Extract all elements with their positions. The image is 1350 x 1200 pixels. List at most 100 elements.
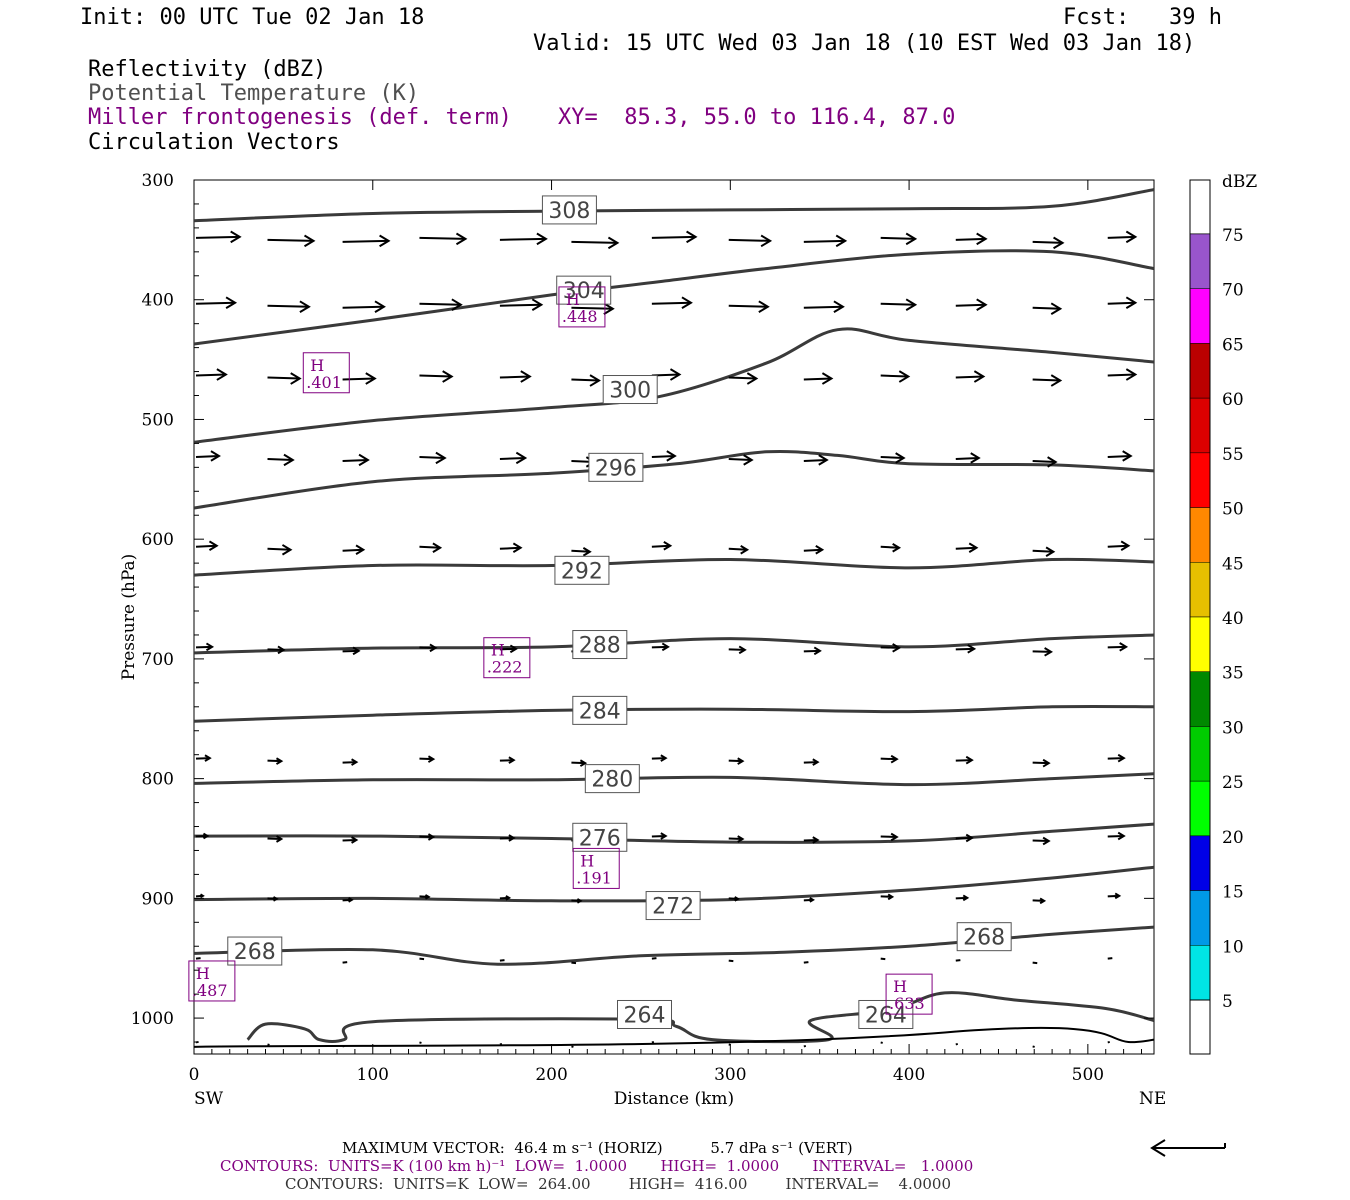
colorbar-segment bbox=[1189, 780, 1211, 837]
circulation-vector bbox=[342, 961, 348, 964]
circulation-vector bbox=[880, 452, 906, 464]
circulation-vector bbox=[728, 645, 747, 655]
circulation-vector bbox=[728, 896, 740, 902]
colorbar-frame bbox=[1189, 179, 1211, 1055]
circulation-vector bbox=[499, 1042, 503, 1046]
svg-text:H: H bbox=[566, 290, 580, 309]
circulation-vector bbox=[342, 836, 359, 844]
svg-text:H: H bbox=[310, 356, 324, 375]
circulation-vector bbox=[195, 754, 212, 762]
circulation-vector bbox=[803, 646, 822, 656]
circulation-vector bbox=[880, 643, 902, 653]
svg-text:.222: .222 bbox=[487, 658, 523, 677]
circulation-vector bbox=[803, 836, 820, 844]
circulation-vector bbox=[571, 374, 601, 387]
colorbar-label: 40 bbox=[1222, 609, 1244, 629]
circulation-vector bbox=[1032, 236, 1065, 250]
circulation-vector bbox=[571, 1045, 574, 1048]
y-tick-label: 500 bbox=[142, 410, 174, 430]
circulation-vector bbox=[499, 834, 516, 842]
circulation-vector bbox=[955, 370, 986, 383]
circulation-vector bbox=[195, 368, 228, 381]
circulation-vector bbox=[499, 298, 544, 311]
colorbar-segment bbox=[1189, 452, 1211, 508]
theta-label-268: 268 bbox=[956, 922, 1012, 952]
plot-frame bbox=[193, 179, 1155, 1055]
colorbar-label: 35 bbox=[1222, 664, 1244, 684]
circulation-vector bbox=[651, 754, 668, 762]
colorbar-label: 65 bbox=[1222, 335, 1244, 355]
circulation-vector bbox=[1107, 831, 1126, 841]
forecast-hour: Fcst: 39 h bbox=[1063, 5, 1222, 30]
circulation-vector bbox=[955, 644, 977, 654]
theta-label-300: 300 bbox=[602, 375, 658, 405]
colorbar-segment bbox=[1189, 671, 1211, 727]
x-end-label: NE bbox=[1139, 1089, 1166, 1109]
circulation-vector bbox=[880, 1041, 883, 1044]
theta-label-276: 276 bbox=[572, 822, 628, 852]
svg-text:H: H bbox=[196, 964, 210, 983]
circulation-vector bbox=[267, 300, 311, 313]
circulation-vector bbox=[955, 232, 988, 246]
circulation-vector bbox=[267, 1043, 270, 1046]
circulation-vector bbox=[651, 832, 668, 840]
x-tick-label: 400 bbox=[893, 1065, 925, 1085]
theta-contour-292 bbox=[194, 557, 1154, 577]
circulation-vector bbox=[728, 234, 773, 248]
circulation-vector bbox=[1032, 456, 1058, 468]
theta-label-292: 292 bbox=[554, 555, 610, 585]
circulation-vector bbox=[651, 541, 673, 551]
svg-text:.401: .401 bbox=[306, 373, 342, 392]
circulation-vector bbox=[803, 300, 845, 313]
circulation-vector bbox=[880, 754, 899, 764]
circulation-vector bbox=[1107, 1040, 1110, 1044]
circulation-vector bbox=[342, 544, 366, 555]
colorbar-label: 5 bbox=[1222, 992, 1233, 1012]
circulation-vector bbox=[267, 453, 295, 467]
circulation-vector bbox=[267, 372, 302, 385]
colorbar-label: 15 bbox=[1222, 883, 1244, 903]
fronto-max-.401: H.401 bbox=[302, 352, 350, 394]
circulation-vector bbox=[728, 757, 745, 765]
svg-text:300: 300 bbox=[609, 379, 651, 404]
circulation-vector bbox=[880, 832, 899, 842]
circulation-vector bbox=[1032, 758, 1051, 768]
circulation-vector bbox=[803, 897, 815, 903]
circulation-vector bbox=[651, 296, 693, 309]
colorbar-segment bbox=[1189, 397, 1211, 454]
circulation-vector bbox=[571, 302, 615, 315]
circulation-vector bbox=[499, 542, 523, 553]
circulation-vector bbox=[195, 642, 215, 652]
circulation-vector bbox=[880, 543, 902, 553]
y-tick-label: 700 bbox=[142, 650, 174, 670]
colorbar-label: 30 bbox=[1222, 718, 1244, 738]
svg-text:H: H bbox=[580, 851, 594, 870]
theta-contour-304 bbox=[194, 249, 1154, 346]
svg-text:304: 304 bbox=[563, 279, 605, 304]
circulation-vector bbox=[651, 957, 657, 960]
circulation-vector bbox=[880, 957, 886, 961]
circulation-vector bbox=[880, 370, 911, 383]
circulation-vector bbox=[880, 232, 918, 246]
theta-contour-272 bbox=[194, 865, 1154, 903]
circulation-vector bbox=[1032, 836, 1051, 846]
circulation-vector bbox=[419, 894, 431, 900]
svg-text:272: 272 bbox=[652, 895, 694, 920]
theta-contour-note: CONTOURS: UNITS=K LOW= 264.00 HIGH= 416.… bbox=[285, 1175, 951, 1193]
fronto-max-.448: H.448 bbox=[558, 286, 606, 328]
colorbar-segment bbox=[1189, 233, 1211, 289]
y-tick-label: 400 bbox=[142, 291, 174, 311]
surface-line bbox=[194, 1026, 1154, 1048]
circulation-vector bbox=[342, 234, 391, 248]
reference-vector-icon bbox=[1150, 1139, 1226, 1157]
colorbar-label: 70 bbox=[1222, 281, 1244, 301]
theta-label-296: 296 bbox=[588, 452, 644, 482]
circulation-vector bbox=[728, 959, 734, 963]
circulation-vector bbox=[1107, 230, 1138, 244]
theta-label-280: 280 bbox=[584, 764, 640, 794]
theta-label-284: 284 bbox=[572, 695, 628, 725]
colorbar-segment bbox=[1189, 835, 1211, 891]
circulation-vector bbox=[267, 544, 293, 556]
circulation-vector bbox=[803, 1044, 807, 1048]
